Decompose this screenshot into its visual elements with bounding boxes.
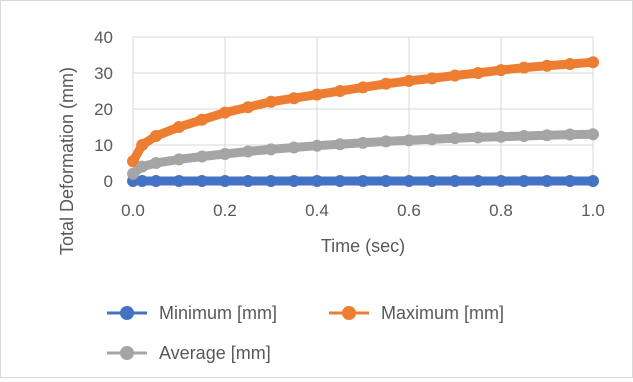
data-point xyxy=(426,133,438,146)
data-point xyxy=(495,64,507,77)
data-point xyxy=(426,72,438,85)
series-line xyxy=(128,129,598,179)
data-point xyxy=(380,77,392,90)
data-point xyxy=(449,132,461,145)
data-point xyxy=(564,175,576,187)
data-point xyxy=(150,157,162,169)
y-tick-label: 0 xyxy=(104,172,113,191)
x-tick-label: 0.4 xyxy=(305,201,329,220)
data-point xyxy=(173,175,185,187)
data-point xyxy=(472,67,484,79)
x-tick-label: 1.0 xyxy=(581,201,605,220)
data-point xyxy=(173,121,185,133)
y-tick-label: 30 xyxy=(94,64,113,83)
data-point xyxy=(219,106,231,119)
x-tick-label: 0.6 xyxy=(397,201,421,220)
data-point xyxy=(357,81,369,94)
legend-label: Average [mm] xyxy=(159,343,271,363)
legend-label: Maximum [mm] xyxy=(381,303,504,323)
data-point xyxy=(403,74,415,87)
data-point xyxy=(541,175,553,187)
data-point xyxy=(403,134,415,147)
data-point xyxy=(265,143,277,156)
data-point xyxy=(587,56,599,69)
data-point xyxy=(587,128,599,141)
data-point xyxy=(196,150,208,163)
legend-label: Minimum [mm] xyxy=(159,303,277,323)
legend-marker xyxy=(342,306,356,320)
data-point xyxy=(403,175,415,187)
data-point xyxy=(357,136,369,149)
data-point xyxy=(196,175,208,187)
y-tick-label: 10 xyxy=(94,136,113,155)
data-point xyxy=(136,175,149,187)
data-point xyxy=(449,69,461,82)
x-tick-label: 0.2 xyxy=(213,201,237,220)
data-point xyxy=(219,148,231,160)
data-point xyxy=(136,139,149,151)
y-axis-title: Total Deformation (mm) xyxy=(57,67,77,255)
data-point xyxy=(518,130,530,142)
data-point xyxy=(380,135,392,148)
legend: Minimum [mm] Maximum [mm] Average [mm] xyxy=(107,303,504,363)
data-point xyxy=(150,175,162,187)
data-point xyxy=(449,175,461,187)
data-point xyxy=(472,175,484,187)
data-point xyxy=(564,128,576,141)
data-point xyxy=(357,175,369,187)
data-point xyxy=(265,175,277,187)
data-point xyxy=(242,145,254,158)
data-point xyxy=(127,155,139,168)
data-point xyxy=(587,175,599,187)
data-point xyxy=(173,153,185,166)
data-point xyxy=(334,85,346,97)
legend-marker xyxy=(120,346,134,360)
data-point xyxy=(136,160,149,173)
data-point xyxy=(495,175,507,187)
data-point xyxy=(150,130,162,142)
data-point xyxy=(265,95,277,108)
data-point xyxy=(495,130,507,143)
data-point xyxy=(311,139,323,152)
series-lines xyxy=(127,56,599,187)
y-tick-label: 40 xyxy=(94,28,113,47)
data-point xyxy=(219,175,231,187)
data-point xyxy=(518,175,530,187)
data-point xyxy=(334,138,346,151)
data-point xyxy=(311,88,323,101)
data-point xyxy=(288,175,300,187)
axes: 0 10 20 30 40 0.0 0.2 0.4 0.6 0.8 1.0 xyxy=(94,28,605,220)
legend-marker xyxy=(120,306,134,320)
data-point xyxy=(288,92,300,105)
series-line xyxy=(128,57,598,166)
data-point xyxy=(472,131,484,144)
data-point xyxy=(311,175,323,187)
data-point xyxy=(426,175,438,187)
data-point xyxy=(242,175,254,187)
data-point xyxy=(518,61,530,74)
x-axis-title: Time (sec) xyxy=(321,236,405,256)
data-point xyxy=(541,59,553,72)
data-point xyxy=(242,101,254,114)
data-point xyxy=(127,167,139,180)
data-point xyxy=(288,141,300,154)
x-tick-label: 0.0 xyxy=(121,201,145,220)
data-point xyxy=(541,129,553,142)
x-tick-label: 0.8 xyxy=(489,201,513,220)
data-point xyxy=(334,175,346,187)
data-point xyxy=(196,113,208,126)
y-tick-label: 20 xyxy=(94,100,113,119)
data-point xyxy=(564,58,576,70)
data-point xyxy=(380,175,392,187)
